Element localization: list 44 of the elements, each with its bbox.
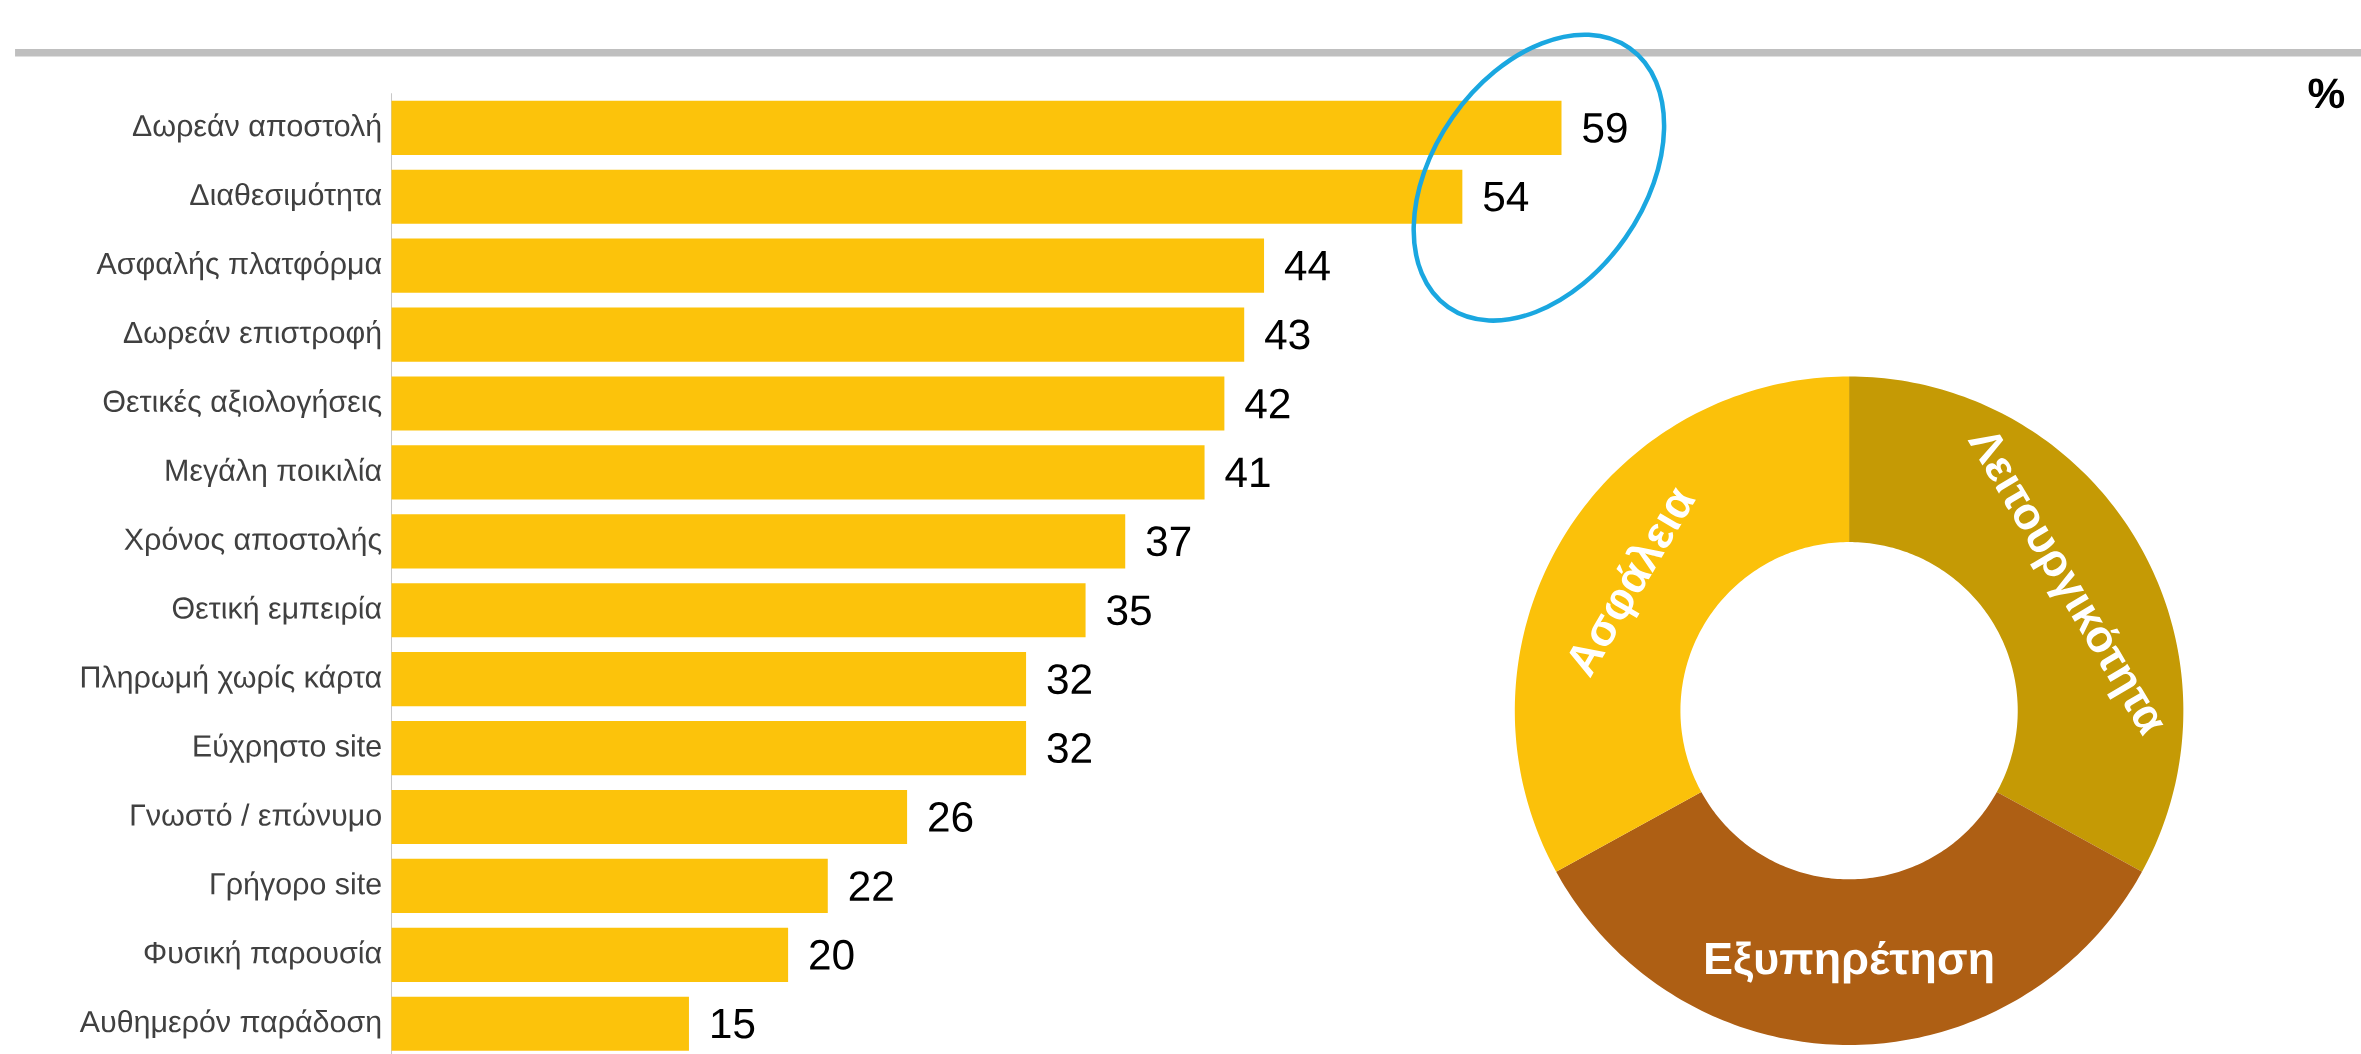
y-tick-label: Θετική εμπειρία [172, 595, 382, 625]
slice-label: Εξυπηρέτηση [1706, 940, 1993, 984]
data-label: 54 [1483, 181, 1529, 212]
y-tick-label: Γνωστό / επώνυμο [131, 802, 381, 832]
data-label: 42 [1245, 388, 1290, 419]
bar [391, 307, 1245, 362]
data-label: 32 [1047, 664, 1091, 695]
bar [391, 858, 828, 914]
data-label: 20 [810, 939, 854, 970]
data-label: 26 [929, 802, 973, 832]
data-label: 22 [849, 871, 893, 901]
bar [391, 996, 689, 1051]
data-label: 15 [712, 1008, 755, 1039]
data-label: 32 [1047, 733, 1091, 764]
bar [391, 927, 789, 982]
bar [391, 100, 1562, 155]
y-tick-label: Εύχρηστο site [194, 733, 381, 763]
y-tick-label: Δωρεάν επιστροφή [123, 319, 381, 350]
bar [391, 238, 1265, 293]
bar [391, 583, 1086, 638]
y-tick-label: Μεγάλη ποικιλία [166, 457, 382, 488]
y-tick-label: Ασφαλής πλατφόρμα [96, 251, 382, 281]
y-tick-label: Δωρεάν αποστολή [132, 113, 381, 143]
y-tick-label: Πληρωμή χωρίς κάρτα [81, 664, 382, 694]
bar [391, 169, 1463, 224]
bar [391, 652, 1027, 707]
data-label: 43 [1265, 319, 1310, 350]
bar [391, 720, 1027, 776]
bar [391, 445, 1205, 500]
data-label: 44 [1284, 251, 1330, 281]
bar [391, 514, 1126, 569]
data-label: 35 [1107, 595, 1151, 626]
y-tick-label: Χρόνος αποστολής [124, 526, 382, 556]
y-tick-label: Φυσική παρουσία [144, 940, 382, 970]
data-label: 41 [1225, 457, 1270, 487]
y-tick-label: Διαθεσιμότητα [190, 182, 382, 212]
bar [391, 789, 908, 845]
y-tick-label: Αυθημερόν παράδοση [79, 1009, 381, 1039]
data-label: 59 [1583, 112, 1627, 143]
y-tick-label: Θετικές αξιολογήσεις [103, 388, 382, 419]
y-tick-label: Γρήγορο site [211, 871, 381, 901]
bar [391, 376, 1225, 431]
text: % [2308, 78, 2345, 109]
data-label: 37 [1146, 526, 1191, 557]
